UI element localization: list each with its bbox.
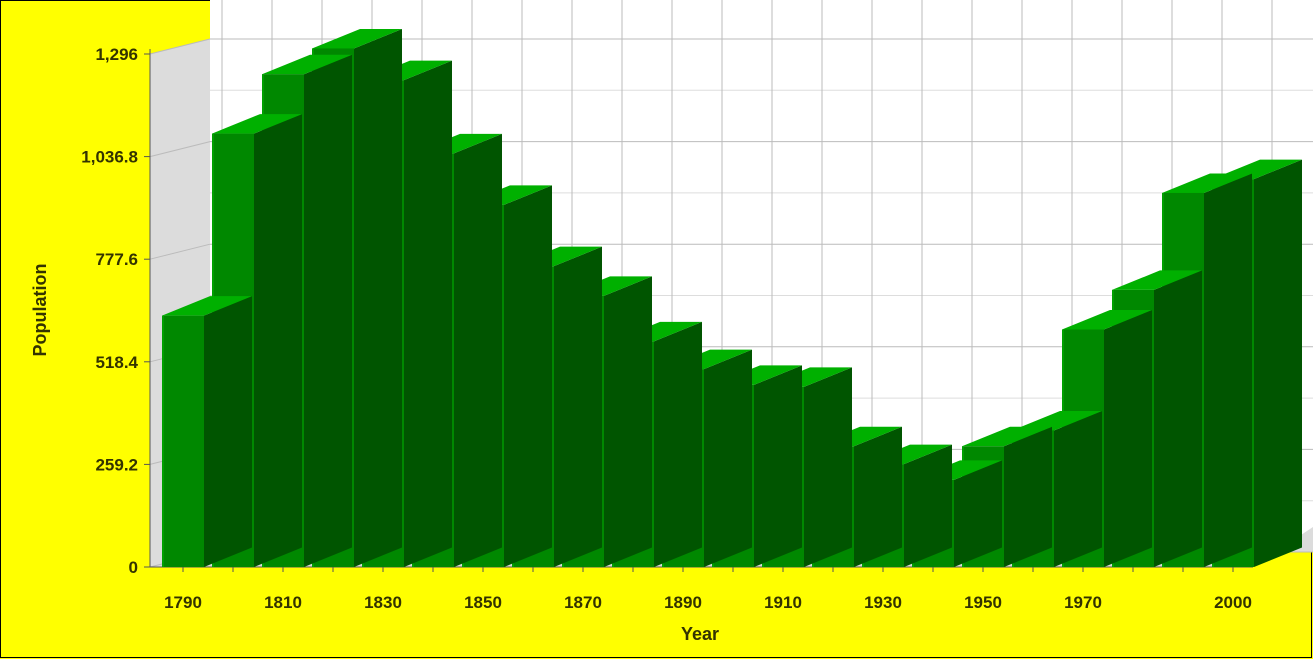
bar-top [1012,410,1102,431]
x-tick-label: 1910 [764,593,802,612]
bar-side [404,60,452,567]
bar-top [212,114,302,134]
y-tick-label: 1,036.8 [81,148,138,167]
bar-top [162,296,252,316]
bar-side [754,365,802,567]
bar-side [504,185,552,567]
bar-top [1162,173,1252,193]
gridline-side-4 [149,141,211,158]
bar-side [554,246,602,567]
x-tick-label: 1890 [664,593,702,612]
x-tick-label: 1830 [364,593,402,612]
bar-side [1104,310,1152,567]
y-tick-label: 259.2 [95,455,138,474]
x-tick-label: 1850 [464,593,502,612]
gridline-side-3 [149,243,211,260]
bar-top [312,28,402,49]
x-tick-label: 1790 [164,593,202,612]
bar-side [954,460,1002,567]
tick-labels: 0 259.2 518.4 777.6 1,036.8 1,296 1790 1810 1830… [81,45,1252,612]
bar-side [604,276,652,567]
bar-side [454,133,502,567]
bar-top [962,426,1052,447]
bar-side [904,444,952,567]
bar-side [254,114,302,567]
bar-top [262,54,352,75]
bar-side [304,54,352,567]
bar-side [654,321,702,567]
bar-side [1204,173,1252,567]
x-tick-label: 1870 [564,593,602,612]
bar-side [704,349,752,567]
bar-side [1154,270,1202,567]
x-tick-label: 1810 [264,593,302,612]
y-axis-title: Population [30,264,50,357]
bar-front [162,315,204,567]
bar-top [1112,270,1202,290]
y-tick-label: 1,296 [95,45,138,64]
bars [162,28,1302,568]
bar-side [204,296,252,567]
x-tick-label: 1930 [864,593,902,612]
bar-top [1062,310,1152,330]
y-tick-label: 0 [129,558,138,577]
bar-1790 [162,296,252,567]
x-tick-label: 2000 [1214,593,1252,612]
bar-side [854,426,902,567]
bar-side [1254,159,1302,568]
bar-side [804,367,852,567]
x-axis-title: Year [681,624,719,644]
x-tick-label: 1970 [1064,593,1102,612]
x-tick-label: 1950 [964,593,1002,612]
y-tick-label: 518.4 [95,353,138,372]
y-tick-label: 777.6 [95,250,138,269]
bar-side [1004,426,1052,567]
bar-side [354,28,402,568]
gridline-side-5 [149,38,211,55]
bar-side [1054,410,1102,567]
